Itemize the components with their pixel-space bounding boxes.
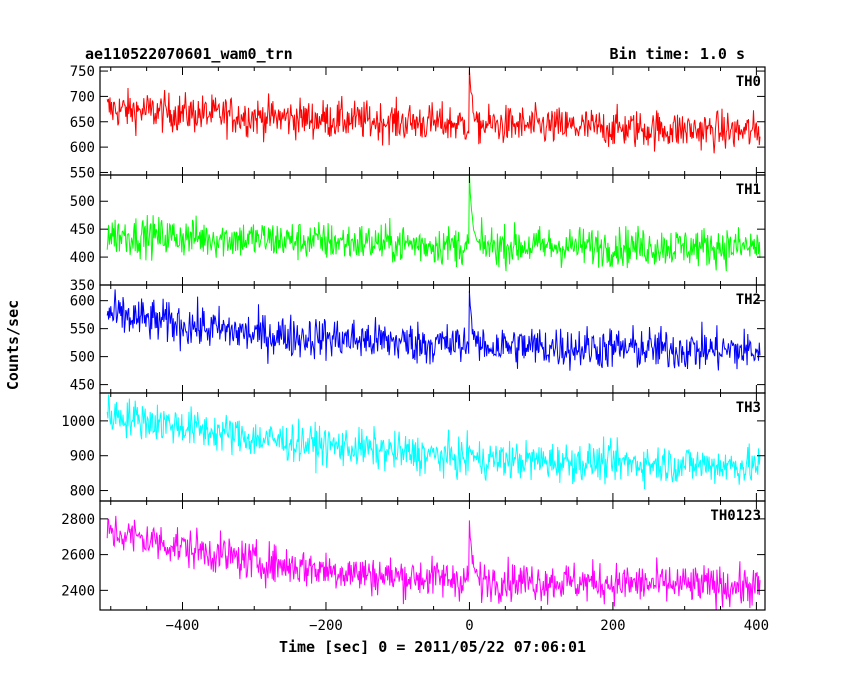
y-tick-label-th0: 550 <box>70 165 95 181</box>
x-tick-label: −400 <box>166 618 200 634</box>
y-tick-label-th1: 500 <box>70 194 95 210</box>
series-line-th0 <box>106 69 761 154</box>
series-line-th0123 <box>106 515 761 610</box>
series-line-th1 <box>106 175 761 272</box>
y-tick-label-th0: 600 <box>70 140 95 156</box>
x-tick-label: 200 <box>600 618 625 634</box>
panel-frame-th0 <box>99 66 766 176</box>
panel-frame-th1 <box>99 174 766 286</box>
panel-label-th2: TH2 <box>736 292 761 308</box>
bin-time-label: Bin time: 1.0 s <box>609 45 745 63</box>
panel-label-th0123: TH0123 <box>710 508 761 524</box>
panel-label-th3: TH3 <box>736 400 761 416</box>
x-tick-label: 400 <box>744 618 769 634</box>
series-line-th2 <box>106 289 761 371</box>
panel-label-th0: TH0 <box>736 74 761 90</box>
y-tick-label-th0: 750 <box>70 64 95 80</box>
x-tick-label: 0 <box>465 618 473 634</box>
y-tick-label-th2: 450 <box>70 378 95 394</box>
observation-id: ae110522070601_wam0_trn <box>85 45 293 63</box>
y-tick-label-th0: 700 <box>70 89 95 105</box>
y-tick-label-th3: 900 <box>70 449 95 465</box>
y-tick-label-th3: 800 <box>70 484 95 500</box>
panel-frame-th0123 <box>99 500 766 611</box>
panel-frame-th3 <box>99 392 766 502</box>
y-axis-label: Counts/sec <box>4 299 22 391</box>
x-axis-label: Time [sec] 0 = 2011/05/22 07:06:01 <box>278 638 587 656</box>
y-tick-label-th1: 400 <box>70 250 95 266</box>
y-tick-label-th0123: 2800 <box>61 512 95 528</box>
y-tick-label-th1: 450 <box>70 222 95 238</box>
y-tick-label-th1: 350 <box>70 278 95 294</box>
y-tick-label-th2: 600 <box>70 294 95 310</box>
y-tick-label-th3: 1000 <box>61 414 95 430</box>
y-tick-label-th2: 550 <box>70 322 95 338</box>
y-tick-label-th2: 500 <box>70 350 95 366</box>
series-line-th3 <box>106 394 761 490</box>
x-tick-label: −200 <box>309 618 343 634</box>
panel-label-th1: TH1 <box>736 182 761 198</box>
y-tick-label-th0123: 2400 <box>61 583 95 599</box>
y-tick-label-th0: 650 <box>70 115 95 131</box>
y-tick-label-th0123: 2600 <box>61 548 95 564</box>
